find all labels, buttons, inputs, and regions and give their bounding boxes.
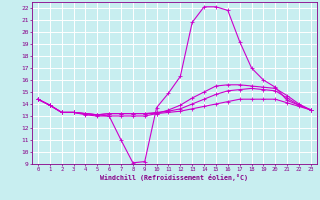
X-axis label: Windchill (Refroidissement éolien,°C): Windchill (Refroidissement éolien,°C) [100, 174, 248, 181]
